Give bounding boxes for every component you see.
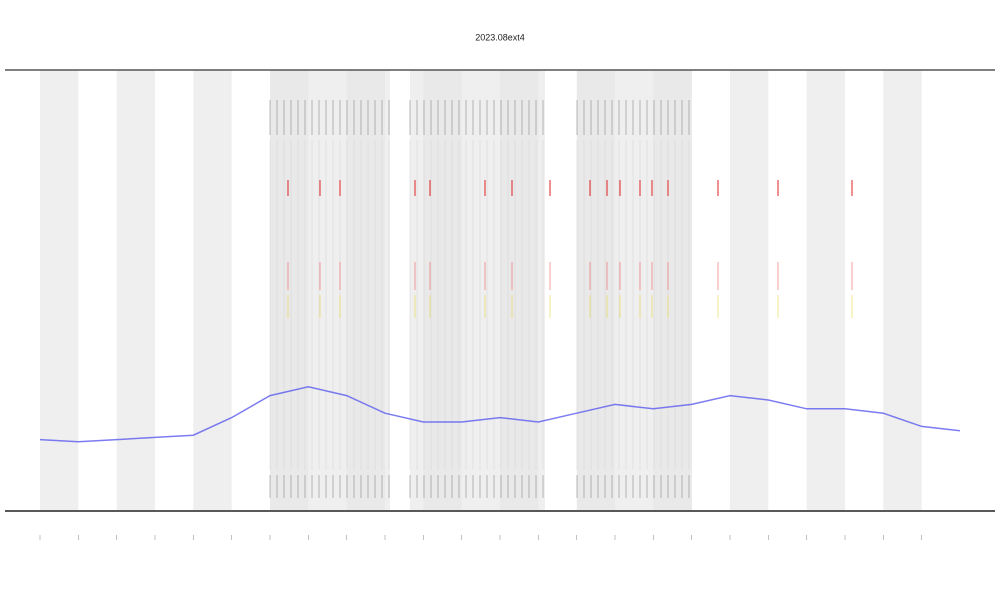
data-line [39,386,961,443]
band [40,70,79,510]
chart-title: 2023.08ext4 [475,32,525,42]
busy-region [410,70,545,510]
busy-region [270,70,390,510]
busy-region [577,70,692,510]
band [116,70,155,510]
band [193,70,232,510]
band [883,70,922,510]
band [730,70,769,510]
event-marks [269,70,853,510]
band [806,70,845,510]
